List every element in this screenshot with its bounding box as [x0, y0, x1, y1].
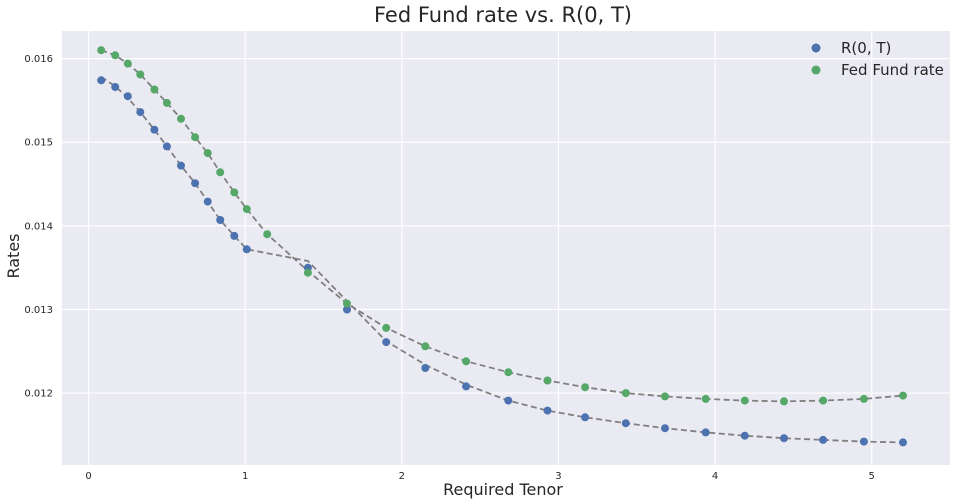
data-point-series-0 [203, 197, 212, 206]
data-point-series-1 [191, 133, 200, 142]
data-point-series-0 [740, 431, 749, 440]
data-point-series-0 [343, 305, 351, 314]
data-point-series-1 [421, 342, 430, 351]
data-point-series-0 [701, 428, 710, 437]
data-point-series-1 [162, 98, 171, 107]
data-point-series-0 [97, 76, 106, 85]
data-point-series-1 [780, 397, 788, 406]
data-point-series-0 [780, 434, 788, 443]
x-tick-label: 0 [85, 471, 91, 482]
data-point-series-1 [462, 357, 471, 366]
data-point-series-1 [543, 376, 552, 385]
y-tick-label: 0.015 [24, 138, 53, 149]
legend-item-fed-fund-rate: Fed Fund rate [811, 61, 944, 79]
data-point-series-0 [504, 396, 513, 405]
data-point-series-0 [899, 438, 907, 447]
data-point-series-1 [859, 394, 868, 403]
data-point-series-1 [150, 85, 159, 94]
x-tick-label: 4 [712, 471, 718, 482]
data-point-series-1 [303, 268, 312, 277]
legend-label-fed-fund-rate: Fed Fund rate [841, 61, 944, 79]
data-point-series-1 [343, 299, 351, 308]
y-tick-label: 0.016 [24, 54, 53, 65]
data-point-series-1 [111, 51, 120, 60]
data-point-series-1 [661, 392, 669, 401]
data-point-series-0 [162, 142, 171, 151]
data-point-series-0 [382, 338, 391, 347]
data-point-series-0 [581, 413, 590, 422]
chart-title: Fed Fund rate vs. R(0, T) [374, 3, 632, 27]
legend-item-r0t: R(0, T) [811, 39, 891, 57]
data-point-series-1 [136, 70, 145, 79]
data-point-series-0 [819, 435, 828, 444]
data-points [97, 46, 907, 447]
data-point-series-0 [111, 83, 120, 91]
data-point-series-0 [621, 419, 630, 428]
legend-marker-r0t [811, 43, 821, 53]
data-point-series-1 [203, 149, 212, 158]
x-tick-label: 3 [555, 471, 561, 482]
data-point-series-0 [216, 216, 225, 224]
y-tick-label: 0.013 [24, 305, 53, 316]
data-point-series-1 [242, 205, 251, 214]
legend: R(0, T) Fed Fund rate [811, 39, 944, 79]
data-point-series-0 [543, 406, 552, 415]
x-axis-label: Required Tenor [443, 480, 563, 499]
y-tick-labels: 0.012 0.013 0.014 0.015 0.016 [24, 54, 53, 399]
data-point-series-0 [661, 424, 669, 433]
data-point-series-1 [819, 396, 828, 405]
y-axis-label: Rates [4, 233, 23, 278]
data-point-series-1 [263, 230, 272, 239]
data-point-series-1 [216, 168, 225, 177]
data-point-series-0 [242, 245, 251, 254]
x-tick-label: 1 [242, 471, 248, 482]
data-point-series-0 [462, 382, 471, 391]
legend-label-r0t: R(0, T) [841, 39, 891, 57]
data-point-series-0 [191, 179, 200, 188]
y-tick-label: 0.014 [24, 221, 53, 232]
data-point-series-1 [581, 383, 590, 392]
data-point-series-1 [97, 46, 106, 55]
data-point-series-1 [740, 396, 749, 405]
data-point-series-0 [421, 364, 430, 372]
data-point-series-0 [177, 161, 185, 170]
x-tick-label: 2 [399, 471, 405, 482]
data-point-series-0 [123, 92, 132, 101]
data-point-series-1 [382, 323, 391, 332]
data-point-series-1 [504, 368, 513, 377]
x-tick-labels: 0 1 2 3 4 5 [85, 471, 874, 482]
data-point-series-1 [621, 389, 630, 398]
y-gridlines [62, 57, 950, 394]
fit-line-series-0 [100, 76, 904, 444]
data-point-series-0 [230, 231, 239, 240]
y-tick-label: 0.012 [24, 389, 53, 400]
data-point-series-0 [136, 108, 145, 117]
data-point-series-1 [177, 114, 185, 123]
data-point-series-0 [150, 125, 159, 134]
data-point-series-1 [123, 59, 132, 68]
data-point-series-1 [899, 391, 907, 400]
data-point-series-1 [701, 394, 710, 403]
data-point-series-0 [859, 437, 868, 446]
data-point-series-1 [230, 188, 239, 197]
legend-marker-fed-fund-rate [811, 65, 821, 75]
x-tick-label: 5 [869, 471, 875, 482]
